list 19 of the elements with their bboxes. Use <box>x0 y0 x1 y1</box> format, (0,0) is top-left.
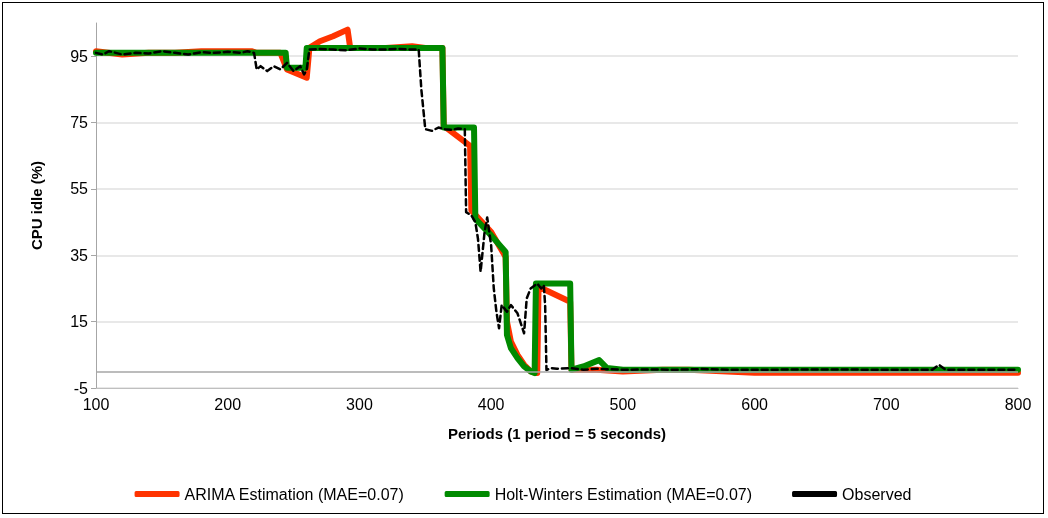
y-axis-title: CPU idle (%) <box>28 160 45 251</box>
y-tick-label: 35 <box>70 246 89 264</box>
legend-label: Holt-Winters Estimation (MAE=0.07) <box>494 485 753 503</box>
y-tick-label: -5 <box>73 379 89 397</box>
legend-label: ARIMA Estimation (MAE=0.07) <box>184 485 404 503</box>
x-tick-label: 700 <box>872 395 900 413</box>
x-axis-title: Periods (1 period = 5 seconds) <box>448 425 666 442</box>
x-tick-label: 500 <box>609 395 637 413</box>
x-tick-label: 100 <box>82 395 110 413</box>
x-tick-label: 200 <box>214 395 242 413</box>
legend-label: Observed <box>842 485 912 503</box>
x-tick-label: 400 <box>477 395 505 413</box>
y-tick-label: 15 <box>70 313 89 331</box>
y-tick-label: 75 <box>70 114 89 132</box>
x-tick-label: 600 <box>741 395 769 413</box>
y-tick-label: 55 <box>70 180 89 198</box>
x-tick-label: 300 <box>346 395 373 413</box>
x-tick-label: 800 <box>1004 395 1032 413</box>
y-tick-label: 95 <box>70 47 89 65</box>
